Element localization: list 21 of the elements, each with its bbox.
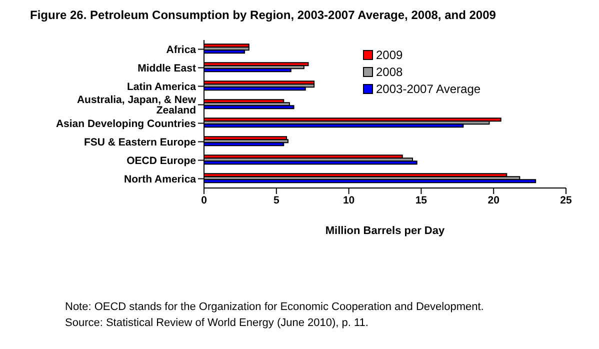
x-axis-title: Million Barrels per Day — [325, 225, 446, 237]
x-tick-label: 10 — [342, 194, 355, 206]
text: Note: OECD stands for the Organization for Economic Cooperation and Development. — [65, 300, 485, 315]
x-tick-label: 0 — [201, 194, 208, 206]
chart-title: Figure 26. Petroleum Consumption by Region, 2003-2007 Average, 2008, and 2009 — [30, 8, 497, 24]
legend-label: 2009 — [376, 48, 403, 62]
y-tick-label: Australia, Japan, & New Zealand — [76, 94, 197, 117]
y-tick-label: Middle East — [138, 62, 196, 74]
y-tick-label: Latin America — [126, 80, 196, 93]
y-tick-label: FSU & Eastern Europe — [84, 136, 196, 148]
y-tick-label: OECD Europe — [126, 154, 196, 167]
x-tick-label: 25 — [560, 194, 572, 206]
legend-label: 2008 — [376, 65, 403, 79]
y-tick-label: North America — [124, 173, 196, 186]
x-tick-label: 15 — [415, 194, 428, 206]
y-tick-label: Africa — [166, 44, 196, 56]
y-tick-label: Asian Developing Countries — [56, 118, 196, 130]
x-tick-label: 5 — [273, 194, 280, 206]
x-tick-label: 20 — [488, 194, 500, 206]
source-note: Source: Statistical Review of World Energy (June 2010), p. 11. — [65, 316, 370, 331]
legend-label: 2003-2007 Average — [376, 82, 481, 96]
